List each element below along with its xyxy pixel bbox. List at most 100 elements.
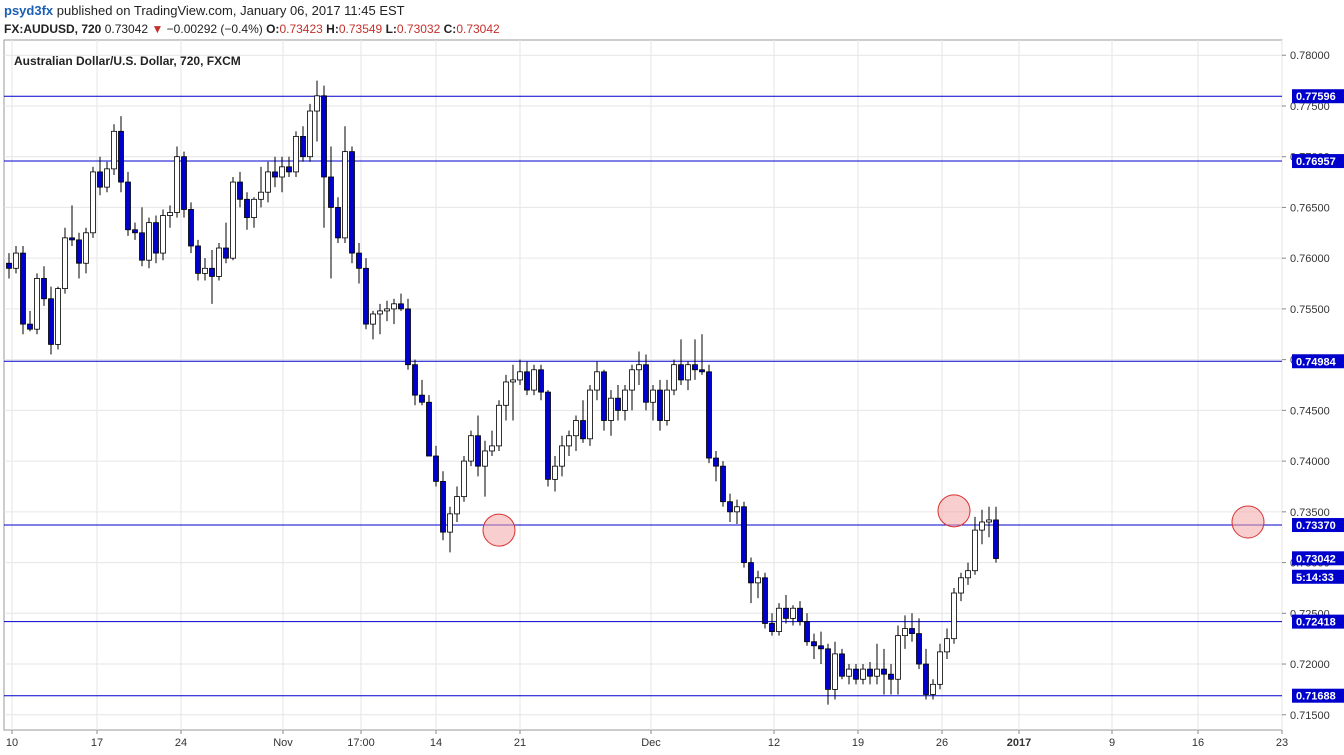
- candle-body-down: [993, 519, 999, 559]
- candle: [867, 662, 873, 685]
- price-label: 0.77596: [1292, 89, 1344, 104]
- candle-body-down: [818, 645, 824, 650]
- candle: [930, 679, 936, 700]
- candle: [433, 445, 439, 487]
- candle-body-down: [419, 394, 425, 403]
- candle-body-up: [685, 364, 691, 381]
- candle: [34, 273, 40, 335]
- candle: [216, 242, 222, 281]
- candle-body-down: [188, 209, 194, 247]
- candle: [790, 605, 796, 626]
- candle: [846, 664, 852, 685]
- candle: [125, 171, 131, 236]
- candle: [6, 253, 12, 279]
- high-key: H:: [326, 22, 339, 36]
- y-tick-label: 0.74500: [1290, 405, 1330, 417]
- candle-body-up: [517, 371, 523, 381]
- candle: [951, 587, 957, 644]
- candle: [545, 390, 551, 487]
- candle: [174, 146, 180, 218]
- candle-body-up: [965, 570, 971, 579]
- candle: [384, 300, 390, 322]
- candle-body-up: [755, 577, 761, 584]
- candle: [475, 415, 481, 477]
- candle: [573, 415, 579, 451]
- candle: [489, 430, 495, 457]
- candle-body-up: [958, 577, 964, 594]
- x-tick-label: Nov: [273, 737, 293, 749]
- open-value: 0.73423: [279, 22, 323, 36]
- candle-body-down: [69, 237, 75, 241]
- candle: [671, 359, 677, 396]
- candle: [650, 385, 656, 421]
- price-label-bg: [1292, 569, 1344, 584]
- candle-body-up: [636, 364, 642, 371]
- candle-body-up: [377, 310, 383, 315]
- x-tick-label: 9: [1109, 737, 1115, 749]
- candle-body-up: [489, 445, 495, 452]
- candle: [90, 166, 96, 238]
- candle-body-down: [692, 364, 698, 371]
- candle: [615, 385, 621, 421]
- candle: [132, 222, 138, 240]
- x-tick-label: 14: [430, 737, 442, 749]
- x-tick-label: 26: [936, 737, 948, 749]
- candle-body-up: [496, 404, 502, 447]
- candle-body-up: [454, 496, 460, 515]
- candle-body-up: [13, 252, 19, 269]
- high-value: 0.73549: [338, 22, 383, 36]
- candle-body-down: [762, 577, 768, 624]
- candle: [587, 385, 593, 446]
- horizontal-levels[interactable]: [4, 95, 1282, 697]
- candle: [167, 205, 173, 228]
- candle-body-down: [706, 371, 712, 459]
- candle-body-down: [699, 369, 705, 373]
- candle-body-down: [398, 303, 404, 310]
- y-tick-label: 0.76000: [1290, 253, 1330, 265]
- time-axis[interactable]: 10 17 24 Nov 17:00 14 21 Dec 12 19 26 2017 9 16 23: [6, 730, 1288, 749]
- candle-body-up: [342, 151, 348, 239]
- candle: [510, 364, 516, 421]
- candle-body-up: [790, 607, 796, 619]
- candle: [818, 631, 824, 665]
- candle: [48, 286, 54, 355]
- candle: [258, 166, 264, 208]
- candle-body-up: [461, 460, 467, 498]
- price-label: 5:14:33: [1292, 569, 1344, 584]
- candle-body-down: [888, 673, 894, 680]
- candle-body-up: [216, 247, 222, 277]
- highlight-circle-marker: [482, 513, 516, 547]
- candle-body-up: [293, 135, 299, 173]
- candle: [426, 395, 432, 457]
- candle: [594, 361, 600, 401]
- candle: [748, 557, 754, 604]
- candle-body-up: [370, 313, 376, 325]
- price-label-text: 0.76957: [1296, 156, 1336, 168]
- candle: [419, 379, 425, 406]
- candle: [69, 205, 75, 246]
- price-label: 0.76957: [1292, 154, 1344, 169]
- candle: [524, 361, 530, 396]
- candle-body-down: [881, 668, 887, 675]
- x-tick-label: 24: [175, 737, 187, 749]
- candle: [398, 293, 404, 311]
- candle-body-up: [776, 607, 782, 632]
- candle-body-down: [426, 401, 432, 457]
- candle-body-down: [839, 653, 845, 677]
- candle-body-down: [118, 130, 124, 183]
- candle-body-up: [559, 445, 565, 467]
- price-label-text: 5:14:33: [1296, 572, 1334, 584]
- candle-body-down: [678, 364, 684, 381]
- author-link[interactable]: psyd3fx: [4, 3, 54, 18]
- x-tick-label: 23: [1276, 737, 1288, 749]
- candle-body-up: [160, 215, 166, 254]
- y-tick-label: 0.78000: [1290, 50, 1330, 62]
- candle-body-up: [531, 369, 537, 391]
- candle-body-up: [111, 130, 117, 170]
- candle-body-down: [195, 245, 201, 274]
- candle: [972, 516, 978, 575]
- candle: [307, 103, 313, 162]
- x-tick-label: 17: [91, 737, 103, 749]
- candle-body-down: [804, 621, 810, 643]
